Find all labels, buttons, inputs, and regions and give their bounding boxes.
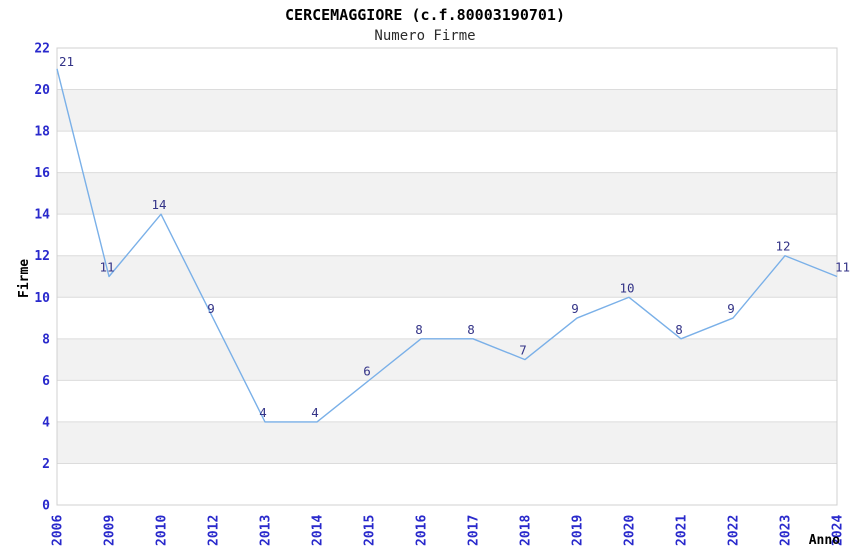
x-tick-label: 2021 xyxy=(675,515,690,546)
point-label: 9 xyxy=(207,301,215,316)
point-label: 8 xyxy=(675,322,683,337)
x-tick-label: 2013 xyxy=(259,515,274,546)
x-tick-label: 2019 xyxy=(571,515,586,546)
y-tick-label: 10 xyxy=(34,291,50,306)
plot-band xyxy=(57,89,837,132)
y-tick-label: 14 xyxy=(34,208,50,223)
x-tick-label: 2018 xyxy=(519,515,534,546)
point-label: 4 xyxy=(259,405,267,420)
point-label: 7 xyxy=(519,343,527,358)
x-tick-label: 2009 xyxy=(103,515,118,546)
x-tick-label: 2010 xyxy=(155,515,170,546)
y-tick-label: 6 xyxy=(42,374,50,389)
x-tick-label: 2014 xyxy=(311,515,326,546)
y-tick-label: 0 xyxy=(42,499,50,514)
x-tick-label: 2017 xyxy=(467,515,482,546)
point-label: 8 xyxy=(467,322,475,337)
point-label: 21 xyxy=(59,54,74,69)
y-tick-label: 8 xyxy=(42,332,50,347)
point-label: 14 xyxy=(151,197,166,212)
x-tick-label: 2023 xyxy=(779,515,794,546)
point-label: 6 xyxy=(363,363,371,378)
point-label: 12 xyxy=(775,239,790,254)
series-line-numero-firme xyxy=(56,68,838,423)
y-tick-label: 22 xyxy=(34,42,50,57)
plot-band xyxy=(57,255,837,298)
x-tick-label: 2006 xyxy=(51,515,66,546)
x-tick-label: 2012 xyxy=(207,515,222,546)
x-tick-label: 2016 xyxy=(415,515,430,546)
x-tick-label: 2022 xyxy=(727,515,742,546)
y-tick-label: 18 xyxy=(34,125,50,140)
plot-band xyxy=(57,172,837,215)
plot-band xyxy=(57,421,837,464)
x-tick-label: 2015 xyxy=(363,515,378,546)
x-axis-title: Anno xyxy=(809,533,840,548)
point-label: 11 xyxy=(835,260,850,275)
point-label: 9 xyxy=(571,301,579,316)
y-tick-label: 16 xyxy=(34,166,50,181)
y-axis-title: Firme xyxy=(17,259,32,298)
point-label: 9 xyxy=(727,301,735,316)
point-label: 10 xyxy=(619,280,634,295)
chart-subtitle: Numero Firme xyxy=(374,28,476,44)
point-label: 11 xyxy=(99,260,114,275)
x-tick-label: 2020 xyxy=(623,515,638,546)
point-label: 4 xyxy=(311,405,319,420)
y-tick-label: 20 xyxy=(34,83,50,98)
plot-band xyxy=(57,338,837,381)
point-label: 8 xyxy=(415,322,423,337)
chart-title: CERCEMAGGIORE (c.f.80003190701) xyxy=(285,6,565,24)
x-tick-label: 2024 xyxy=(831,515,846,546)
y-tick-label: 12 xyxy=(34,249,50,264)
y-tick-label: 4 xyxy=(42,415,50,430)
y-tick-label: 2 xyxy=(42,457,50,472)
